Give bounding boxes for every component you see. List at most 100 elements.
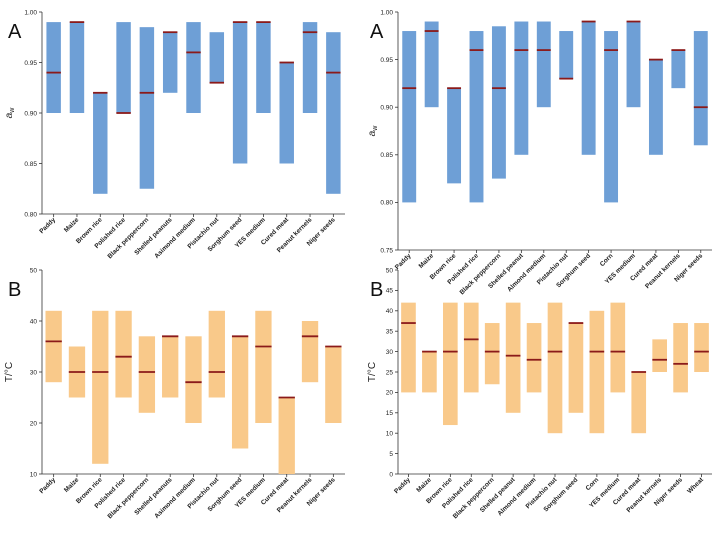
y-tick-label: 35 <box>386 329 394 336</box>
range-bar <box>505 302 521 413</box>
category-label: Maize <box>63 476 81 494</box>
category-label: Black peppercorn <box>107 476 151 520</box>
y-tick-label: 25 <box>386 369 394 376</box>
range-bar <box>46 22 61 114</box>
range-bar <box>209 32 225 83</box>
range-bar <box>469 31 484 203</box>
range-bar <box>256 22 271 114</box>
range-bar <box>92 310 109 464</box>
range-bar <box>652 339 667 372</box>
y-tick-label: 0.80 <box>24 211 37 218</box>
y-tick-label: 0.95 <box>24 60 37 67</box>
range-bar <box>648 59 663 155</box>
category-label: Wheat <box>686 476 705 495</box>
y-tick-label: 40 <box>30 318 38 325</box>
range-bar <box>568 323 584 413</box>
range-bar <box>526 323 542 393</box>
panel-letter: A <box>370 21 384 43</box>
panel-letter: B <box>370 279 383 301</box>
range-bar <box>536 21 551 108</box>
y-tick-label: 30 <box>30 369 38 376</box>
category-label: Asimond medium <box>153 216 197 260</box>
category-label: Paddy <box>394 252 413 271</box>
category-label: Paddy <box>38 476 57 495</box>
range-bar <box>447 88 462 184</box>
y-tick-label: 0.80 <box>380 200 393 207</box>
range-bar <box>326 32 341 194</box>
range-bar <box>514 21 529 155</box>
category-label: Corn <box>585 476 601 492</box>
y-tick-label: 0.90 <box>380 105 393 112</box>
y-tick-label: 30 <box>386 349 394 356</box>
range-bar <box>463 302 479 393</box>
range-bar <box>138 336 156 413</box>
y-tick-label: 0 <box>389 471 393 478</box>
category-label: Paddy <box>38 216 57 235</box>
range-bar <box>185 336 202 423</box>
range-bar <box>581 21 596 155</box>
y-tick-label: 10 <box>30 471 38 478</box>
y-tick-label: 50 <box>30 267 38 274</box>
panel-letter: B <box>8 279 21 301</box>
y-axis-label: aw <box>367 125 379 137</box>
range-bar <box>422 351 437 393</box>
y-tick-label: 45 <box>386 288 394 295</box>
y-axis-label: T/°C <box>4 362 15 382</box>
range-bar <box>604 31 619 203</box>
range-bar <box>162 32 178 93</box>
panel-letter: A <box>8 21 22 43</box>
category-label: Paddy <box>393 476 412 495</box>
range-bar <box>589 310 605 434</box>
y-tick-label: 1.00 <box>380 9 393 16</box>
range-bar <box>45 310 62 383</box>
y-tick-label: 0.85 <box>24 161 37 168</box>
range-bar <box>255 310 272 423</box>
range-bar <box>325 346 342 423</box>
range-bar <box>115 310 132 398</box>
y-tick-label: 0.95 <box>380 57 393 64</box>
y-tick-label: 20 <box>30 420 38 427</box>
range-bar <box>208 310 225 398</box>
y-axis-label: T/°C <box>367 362 378 382</box>
range-bar <box>559 31 574 79</box>
category-label: Almond medium <box>497 476 538 517</box>
range-bar <box>693 31 708 146</box>
range-bar <box>484 323 500 385</box>
y-tick-label: 0.75 <box>380 247 393 254</box>
range-bar <box>301 321 319 383</box>
range-bar <box>278 397 295 474</box>
range-bar <box>139 27 155 189</box>
range-bar <box>424 21 439 108</box>
range-bar <box>231 336 249 449</box>
y-tick-label: 1.00 <box>24 9 37 16</box>
range-bar <box>279 62 294 164</box>
range-bar <box>671 50 686 89</box>
range-bar <box>694 323 709 372</box>
range-bar <box>186 22 201 114</box>
category-label: Black peppercorn <box>459 252 503 296</box>
range-bar <box>673 323 688 393</box>
category-label: Asimond medium <box>153 476 197 520</box>
category-label: Maize <box>415 476 433 494</box>
category-label: Corn <box>599 252 615 268</box>
range-bar <box>547 302 563 434</box>
y-tick-label: 10 <box>386 431 394 438</box>
range-bar <box>232 22 248 164</box>
range-bar <box>610 302 626 393</box>
range-bar <box>69 22 85 114</box>
range-bar <box>401 302 416 393</box>
y-tick-label: 0.90 <box>24 110 37 117</box>
range-bar <box>491 26 506 179</box>
y-tick-label: 15 <box>386 410 394 417</box>
range-bar <box>116 22 131 114</box>
y-axis-label: aw <box>4 107 16 119</box>
category-label: Black peppercorn <box>107 216 151 260</box>
range-bar <box>302 22 318 114</box>
range-bar <box>626 21 641 108</box>
category-label: Maize <box>63 216 81 234</box>
range-bar <box>402 31 417 203</box>
y-tick-label: 40 <box>386 308 394 315</box>
